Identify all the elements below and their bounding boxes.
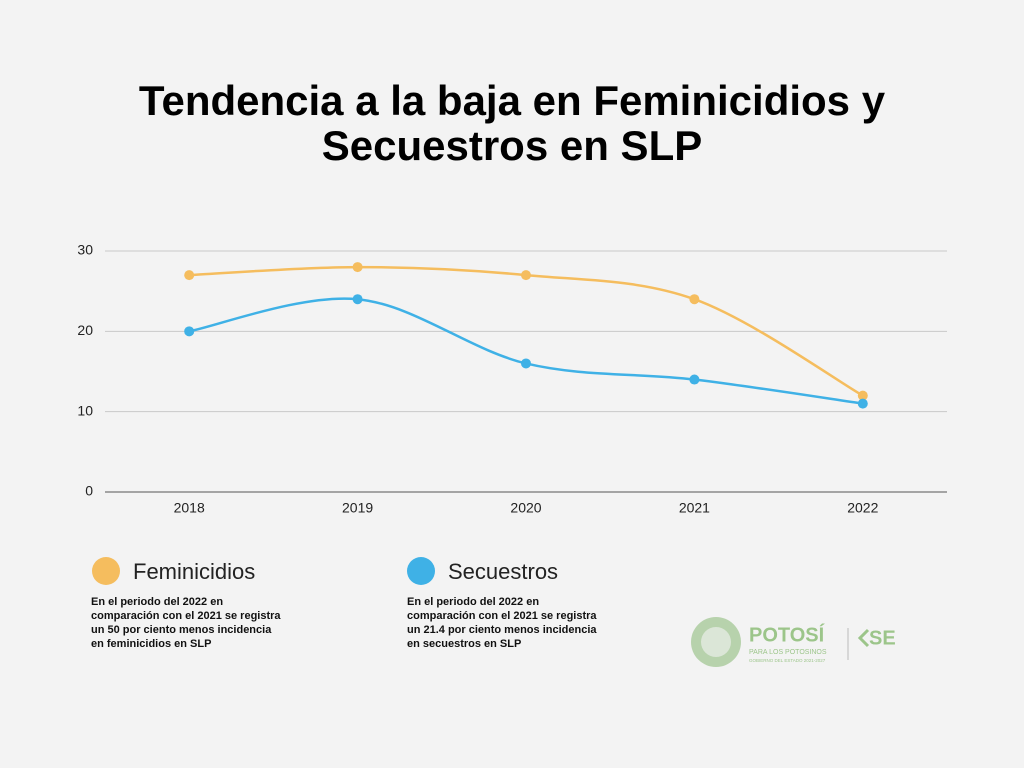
data-point <box>352 294 363 305</box>
y-tick-label: 0 <box>85 483 93 499</box>
legend-label: Secuestros <box>448 559 558 584</box>
y-tick-label: 10 <box>77 402 93 418</box>
logo-subtitle: GOBIERNO DEL ESTADO 2021-2027 <box>749 658 826 663</box>
legend-note: En el periodo del 2022 en comparación co… <box>407 596 597 650</box>
data-point <box>521 358 531 369</box>
legend-label: Feminicidios <box>133 559 255 584</box>
logo: POTOSÍ PARA LOS POTOSINOS GOBIERNO DEL E… <box>691 617 896 667</box>
logo-agency: SE <box>869 627 896 649</box>
legend-marker <box>92 557 120 585</box>
chart-title: Tendencia a la baja en Feminicidios y Se… <box>138 77 886 169</box>
logo-tagline: PARA LOS POTOSINOS <box>749 649 827 656</box>
data-point <box>184 326 195 337</box>
x-tick-label: 2021 <box>679 500 710 516</box>
x-tick-label: 2022 <box>847 500 878 516</box>
legend-note: En el periodo del 2022 en comparación co… <box>91 596 281 650</box>
y-tick-label: 20 <box>77 322 93 338</box>
series-line <box>188 297 863 405</box>
logo-name: POTOSÍ <box>749 623 825 646</box>
data-point <box>184 270 195 281</box>
data-point <box>521 270 531 281</box>
data-point <box>857 390 868 401</box>
x-tick-label: 2019 <box>342 500 373 516</box>
x-tick-label: 2018 <box>174 500 205 516</box>
data-point <box>689 294 700 305</box>
logo-emblem-inner <box>701 627 731 657</box>
y-tick-label: 30 <box>77 242 93 258</box>
data-point <box>689 374 700 385</box>
x-tick-label: 2020 <box>510 500 541 516</box>
legend-marker <box>407 557 435 585</box>
data-point <box>857 398 868 409</box>
logo-arrow <box>857 628 870 648</box>
data-point <box>352 262 363 273</box>
